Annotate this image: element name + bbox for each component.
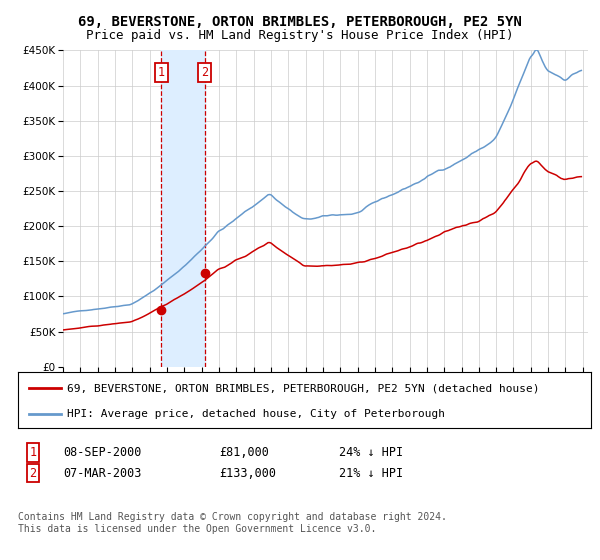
Text: 2: 2: [201, 67, 208, 80]
Text: 08-SEP-2000: 08-SEP-2000: [63, 446, 142, 459]
Text: HPI: Average price, detached house, City of Peterborough: HPI: Average price, detached house, City…: [67, 409, 445, 419]
Text: 07-MAR-2003: 07-MAR-2003: [63, 466, 142, 480]
Text: 1: 1: [29, 446, 37, 459]
Text: £81,000: £81,000: [219, 446, 269, 459]
Text: 24% ↓ HPI: 24% ↓ HPI: [339, 446, 403, 459]
Text: Price paid vs. HM Land Registry's House Price Index (HPI): Price paid vs. HM Land Registry's House …: [86, 29, 514, 42]
Text: 1: 1: [158, 67, 165, 80]
Text: Contains HM Land Registry data © Crown copyright and database right 2024.
This d: Contains HM Land Registry data © Crown c…: [18, 512, 447, 534]
Text: 69, BEVERSTONE, ORTON BRIMBLES, PETERBOROUGH, PE2 5YN (detached house): 69, BEVERSTONE, ORTON BRIMBLES, PETERBOR…: [67, 383, 539, 393]
Text: 21% ↓ HPI: 21% ↓ HPI: [339, 466, 403, 480]
Text: £133,000: £133,000: [219, 466, 276, 480]
Text: 69, BEVERSTONE, ORTON BRIMBLES, PETERBOROUGH, PE2 5YN: 69, BEVERSTONE, ORTON BRIMBLES, PETERBOR…: [78, 15, 522, 29]
Text: 2: 2: [29, 466, 37, 480]
Bar: [161, 50, 205, 367]
